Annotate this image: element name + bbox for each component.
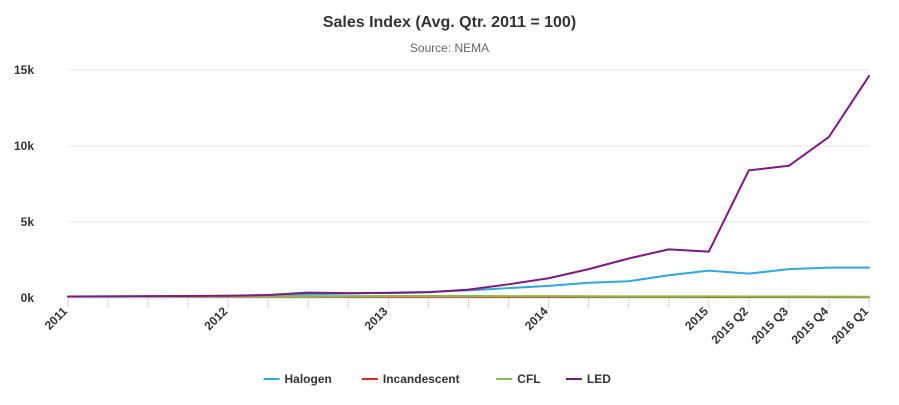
x-tick-label: 2016 Q1: [829, 304, 872, 347]
series-line-led[interactable]: [67, 75, 870, 298]
legend-label: LED: [587, 372, 611, 386]
y-tick-label: 5k: [21, 215, 35, 229]
y-tick-label: 15k: [14, 63, 34, 77]
x-tick-label: 2013: [362, 304, 391, 333]
y-axis: 0k 5k 10k 15k: [14, 63, 34, 305]
x-tick-label: 2015 Q4: [789, 304, 832, 347]
legend-item-cfl[interactable]: CFL: [496, 372, 541, 386]
y-tick-label: 0k: [21, 291, 35, 305]
y-tick-label: 10k: [14, 139, 34, 153]
series-layer: [67, 75, 870, 299]
x-tick-label: 2012: [202, 304, 231, 333]
legend-item-incandescent[interactable]: Incandescent: [361, 372, 460, 386]
legend-item-halogen[interactable]: Halogen: [263, 372, 332, 386]
x-tick-label: 2014: [522, 304, 551, 333]
grid-layer: [68, 69, 869, 299]
legend: Halogen Incandescent CFL LED: [263, 372, 611, 386]
x-tick-label: 2011: [42, 304, 71, 333]
legend-item-led[interactable]: LED: [565, 372, 611, 386]
legend-label: Incandescent: [383, 372, 460, 386]
chart-title: Sales Index (Avg. Qtr. 2011 = 100): [322, 14, 577, 31]
legend-label: Halogen: [285, 372, 332, 386]
x-tick-label: 2015 Q2: [709, 304, 752, 347]
x-tick-label: 2015 Q3: [749, 304, 792, 347]
series-line-halogen[interactable]: [67, 266, 870, 298]
chart-subtitle: Source: NEMA: [409, 41, 490, 55]
x-tick-label: 2015: [682, 304, 711, 333]
legend-label: CFL: [517, 372, 540, 386]
